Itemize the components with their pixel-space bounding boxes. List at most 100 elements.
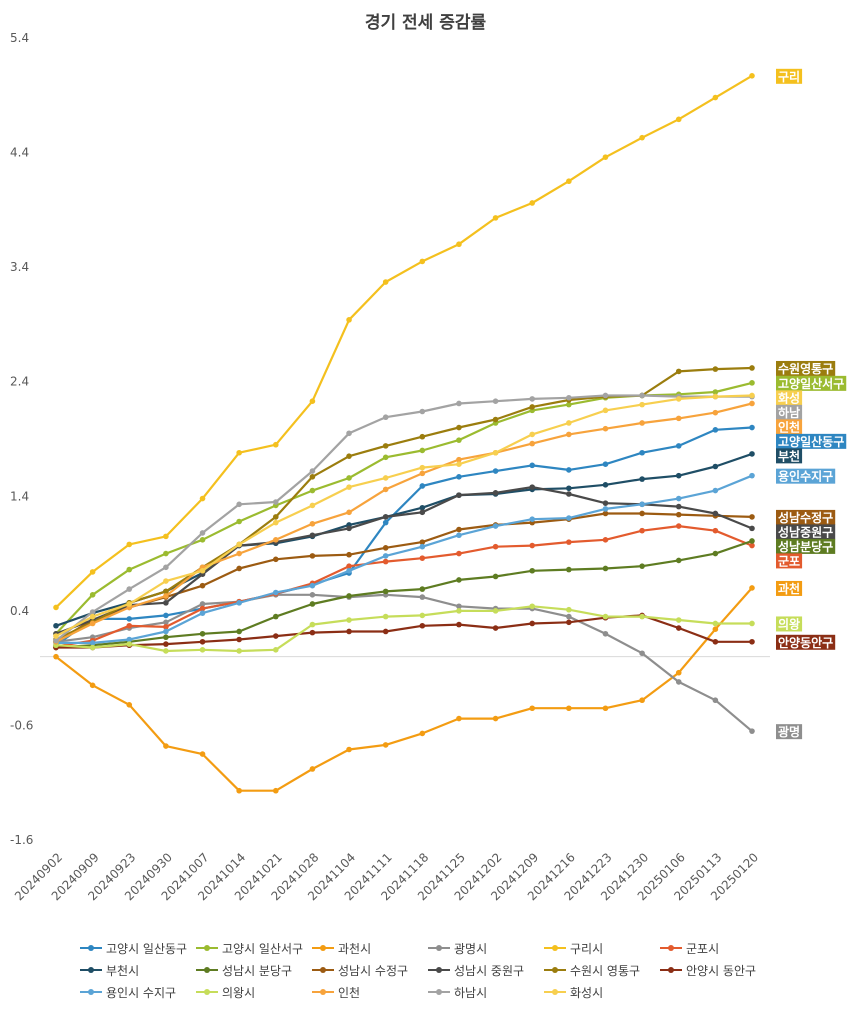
data-point: [602, 630, 609, 637]
data-point: [163, 743, 169, 749]
legend-line-marker-icon: [312, 965, 334, 975]
data-point: [309, 629, 316, 636]
data-point: [89, 609, 96, 615]
series-12: [53, 472, 755, 646]
data-point: [309, 601, 316, 607]
legend-item: 과천시: [312, 938, 371, 958]
data-point: [712, 510, 719, 517]
data-point: [126, 566, 133, 573]
data-point: [639, 613, 645, 620]
data-point: [272, 556, 279, 563]
data-point: [163, 578, 169, 584]
data-point: [529, 404, 536, 410]
series-15: [53, 392, 755, 644]
legend-item: 성남시 분당구: [196, 960, 292, 980]
data-point: [382, 519, 389, 526]
legend-label: 의왕시: [222, 985, 256, 1000]
data-point: [602, 407, 609, 414]
legend-line-marker-icon: [196, 987, 218, 997]
data-point: [309, 520, 316, 527]
legend-item: 인천: [312, 982, 360, 1002]
data-point: [346, 628, 352, 635]
series-end-label-text: 구리: [778, 69, 800, 84]
data-point: [529, 567, 536, 574]
data-point: [382, 545, 389, 551]
data-point: [272, 499, 279, 505]
data-point: [163, 641, 169, 647]
y-tick-label: -0.6: [10, 718, 33, 732]
data-point: [749, 542, 755, 549]
data-point: [675, 396, 682, 402]
data-point: [456, 424, 462, 431]
series-end-label-box: [776, 616, 803, 632]
data-point: [126, 616, 133, 622]
data-point: [89, 644, 96, 651]
data-point: [712, 527, 719, 534]
data-point: [529, 484, 536, 490]
legend-line-marker-icon: [544, 987, 566, 997]
legend-item: 부천시: [80, 960, 139, 980]
data-point: [602, 705, 609, 712]
data-point: [639, 420, 645, 426]
data-point: [199, 638, 206, 645]
data-point: [309, 621, 316, 628]
data-point: [456, 608, 462, 614]
data-point: [309, 582, 316, 589]
data-point: [236, 565, 242, 572]
series-end-label: 화성: [776, 390, 803, 406]
data-point: [163, 612, 169, 619]
data-point: [529, 620, 536, 627]
data-point: [456, 474, 462, 480]
data-point: [712, 620, 719, 627]
data-point: [639, 401, 645, 408]
data-point: [639, 697, 645, 704]
data-point: [566, 178, 572, 185]
legend-label: 성남시 중원구: [454, 963, 525, 978]
legend-label: 성남시 수정구: [338, 963, 409, 978]
data-point: [456, 241, 462, 248]
data-point: [675, 116, 682, 123]
data-point: [675, 557, 682, 564]
data-point: [382, 553, 389, 559]
series-8: [53, 510, 755, 645]
data-point: [749, 525, 755, 532]
legend-label: 과천시: [338, 941, 372, 956]
data-point: [53, 604, 59, 611]
data-point: [126, 641, 133, 647]
legend-label: 화성시: [570, 985, 604, 1000]
series-end-label-text: 안양동안구: [778, 635, 833, 650]
data-point: [236, 449, 242, 456]
series-end-label-text: 성남수정구: [778, 510, 833, 525]
data-point: [272, 613, 279, 620]
series-end-label-box: [776, 724, 803, 740]
data-point: [382, 486, 389, 493]
data-point: [566, 431, 572, 438]
data-point: [712, 697, 719, 704]
series-end-label: 구리: [776, 68, 803, 84]
series-end-label-box: [776, 553, 803, 569]
series-end-label-box: [776, 375, 847, 391]
data-point: [309, 398, 316, 404]
legend-line-marker-icon: [428, 943, 450, 953]
series-2: [53, 585, 755, 794]
data-point: [566, 606, 572, 613]
data-point: [639, 392, 645, 399]
series-3: [53, 592, 755, 734]
series-end-label-text: 수원영통구: [778, 361, 833, 376]
series-line: [55, 74, 753, 609]
series-line: [55, 524, 753, 648]
data-point: [199, 537, 206, 543]
data-point: [566, 613, 572, 620]
data-point: [456, 400, 462, 407]
data-point: [346, 567, 352, 574]
data-point: [163, 588, 169, 595]
data-point: [382, 558, 389, 565]
data-point: [346, 453, 352, 459]
data-point: [419, 433, 426, 440]
data-point: [675, 495, 682, 502]
series-end-label-box: [776, 509, 836, 525]
data-point: [602, 392, 609, 399]
data-point: [382, 279, 389, 285]
data-point: [675, 679, 682, 685]
